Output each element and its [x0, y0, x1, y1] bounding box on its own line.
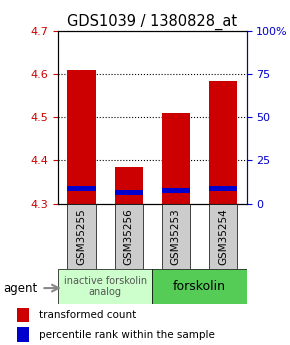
Bar [209, 204, 237, 269]
Title: GDS1039 / 1380828_at: GDS1039 / 1380828_at [67, 13, 237, 30]
Text: GSM35253: GSM35253 [171, 208, 181, 265]
Bar [58, 269, 152, 304]
Bar [162, 188, 190, 193]
Text: GSM35254: GSM35254 [218, 208, 228, 265]
Text: GSM35256: GSM35256 [124, 208, 134, 265]
Text: transformed count: transformed count [39, 310, 136, 320]
Bar [209, 186, 237, 191]
Bar [115, 190, 143, 195]
Bar [115, 204, 143, 269]
Bar [67, 204, 96, 269]
Bar [67, 186, 96, 191]
Bar [115, 167, 143, 204]
Bar [162, 113, 190, 204]
Bar [17, 308, 29, 322]
Bar [152, 269, 246, 304]
Bar [162, 204, 190, 269]
Text: inactive forskolin
analog: inactive forskolin analog [64, 276, 147, 297]
Bar [209, 81, 237, 204]
Bar [67, 70, 96, 204]
Text: GSM35255: GSM35255 [77, 208, 86, 265]
Text: forskolin: forskolin [173, 280, 226, 293]
Bar [17, 327, 29, 342]
Text: percentile rank within the sample: percentile rank within the sample [39, 330, 215, 339]
Text: agent: agent [3, 282, 37, 295]
